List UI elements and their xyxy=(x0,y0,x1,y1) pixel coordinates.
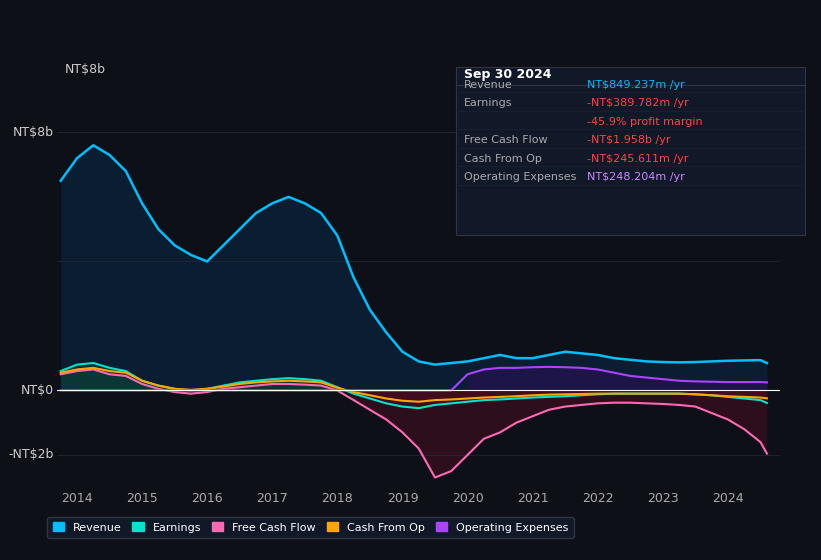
Text: -NT$245.611m /yr: -NT$245.611m /yr xyxy=(587,154,688,164)
Text: -NT$389.782m /yr: -NT$389.782m /yr xyxy=(587,99,689,109)
Text: Sep 30 2024: Sep 30 2024 xyxy=(464,68,552,81)
Text: Free Cash Flow: Free Cash Flow xyxy=(464,136,548,146)
Legend: Revenue, Earnings, Free Cash Flow, Cash From Op, Operating Expenses: Revenue, Earnings, Free Cash Flow, Cash … xyxy=(47,517,574,538)
Text: Revenue: Revenue xyxy=(464,80,512,90)
Text: -45.9% profit margin: -45.9% profit margin xyxy=(587,117,703,127)
Text: NT$248.204m /yr: NT$248.204m /yr xyxy=(587,172,685,183)
Text: NT$849.237m /yr: NT$849.237m /yr xyxy=(587,80,685,90)
Text: Earnings: Earnings xyxy=(464,99,512,109)
Text: NT$8b: NT$8b xyxy=(13,126,54,139)
Text: NT$0: NT$0 xyxy=(21,384,54,397)
Text: -NT$2b: -NT$2b xyxy=(8,449,54,461)
Text: Cash From Op: Cash From Op xyxy=(464,154,542,164)
Text: Operating Expenses: Operating Expenses xyxy=(464,172,576,183)
Text: -NT$1.958b /yr: -NT$1.958b /yr xyxy=(587,136,671,146)
Text: NT$8b: NT$8b xyxy=(65,63,106,76)
